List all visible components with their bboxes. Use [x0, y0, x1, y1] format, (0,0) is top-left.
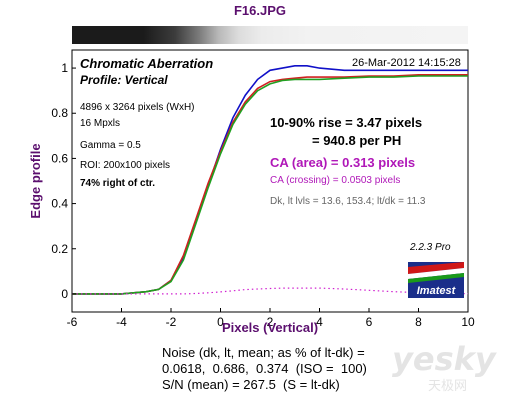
logo-text: Imatest — [417, 285, 457, 297]
dark-light-levels: Dk, lt lvls = 13.6, 153.4; lt/dk = 11.3 — [270, 196, 426, 207]
x-tick-label: -6 — [67, 315, 78, 329]
roi-size: ROI: 200x100 pixels — [80, 160, 171, 171]
series-layer — [72, 65, 469, 295]
ca-area-value: CA (area) = 0.313 pixels — [270, 155, 416, 170]
y-axis-label: Edge profile — [28, 143, 43, 218]
file-title: F16.JPG — [233, 3, 287, 18]
rise-distance: 10-90% rise = 3.47 pixels — [270, 115, 423, 130]
rise-per-ph: = 940.8 per PH — [312, 133, 402, 148]
series-line-2 — [72, 75, 468, 295]
ca-crossing-value: CA (crossing) = 0.0503 pixels — [270, 175, 401, 186]
profile-label: Profile: Vertical — [80, 73, 168, 87]
imatest-logo-icon: Imatest — [408, 262, 464, 298]
y-tick-label: 0.6 — [51, 151, 68, 165]
version-label: 2.2.3 Pro — [410, 242, 451, 253]
noise-line-2: 0.0618, 0.686, 0.374 (ISO = 100) — [162, 361, 367, 376]
noise-summary: Noise (dk, lt, mean; as % of lt-dk) = 0.… — [162, 345, 367, 393]
megapixels: 16 Mpxls — [80, 118, 121, 129]
x-tick-label: 4 — [316, 315, 323, 329]
chart-title: Chromatic Aberration — [80, 56, 214, 71]
edge-gradient-strip — [72, 26, 468, 44]
x-tick-label: 2 — [267, 315, 274, 329]
watermark: yesky 天极网 — [392, 340, 497, 394]
x-tick-label: 8 — [415, 315, 422, 329]
timestamp: 26-Mar-2012 14:15:28 — [352, 57, 461, 69]
x-tick-label: -4 — [116, 315, 127, 329]
x-axis-label: Pixels (Vertical) — [222, 320, 318, 335]
image-dimensions: 4896 x 3264 pixels (WxH) — [80, 102, 195, 113]
watermark-text: yesky — [392, 340, 497, 378]
gamma-value: Gamma = 0.5 — [80, 140, 141, 151]
plot-frame — [71, 49, 469, 313]
y-tick-label: 0.8 — [51, 106, 68, 120]
y-tick-label: 0 — [61, 287, 68, 301]
x-tick-label: 0 — [217, 315, 224, 329]
x-tick-label: 6 — [366, 315, 373, 329]
x-tick-label: -2 — [166, 315, 177, 329]
x-tick-label: 10 — [461, 315, 475, 329]
y-tick-label: 0.2 — [51, 242, 68, 256]
roi-position: 74% right of ctr. — [80, 178, 156, 189]
noise-line-3: S/N (mean) = 267.5 (S = lt-dk) — [162, 377, 340, 392]
watermark-subtext: 天极网 — [428, 379, 467, 394]
y-tick-layer: 0 0.2 0.4 0.6 0.8 1 — [51, 61, 76, 301]
x-tick-layer: -6 -4 -2 0 2 4 6 8 10 — [67, 308, 475, 329]
y-tick-label: 1 — [61, 61, 68, 75]
y-tick-label: 0.4 — [51, 197, 68, 211]
noise-line-1: Noise (dk, lt, mean; as % of lt-dk) = — [162, 345, 365, 360]
